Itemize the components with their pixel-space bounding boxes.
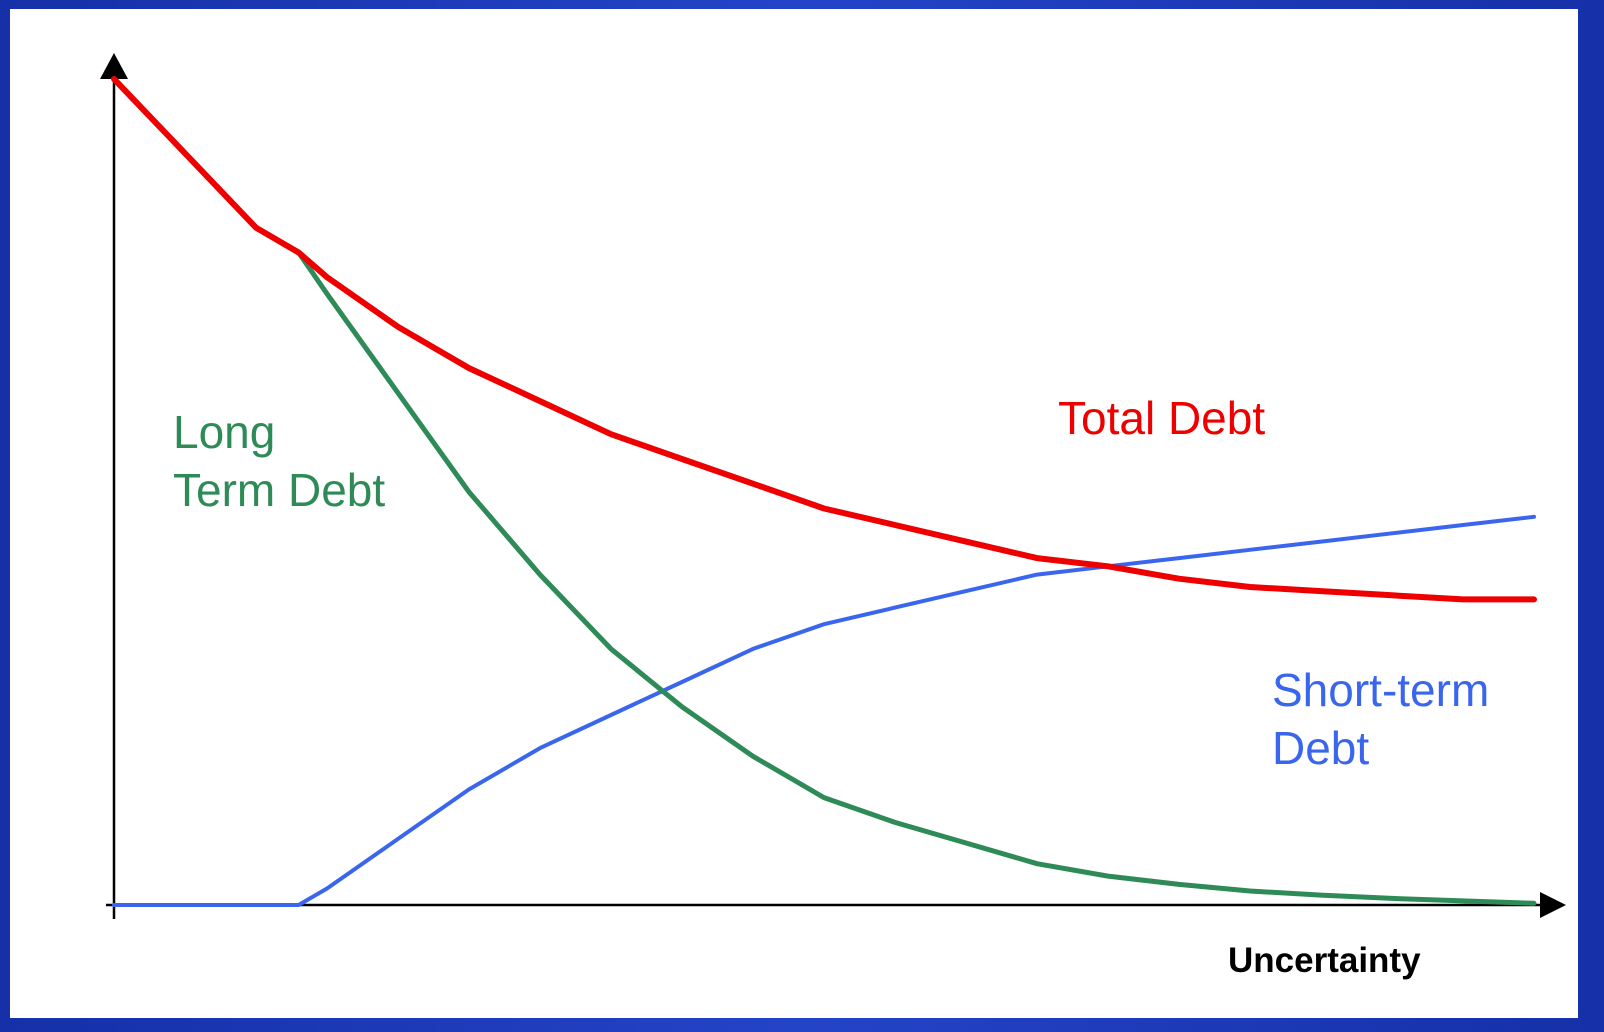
series-lines xyxy=(111,76,1537,907)
long-term-debt-label-line-2: Term Debt xyxy=(173,464,386,516)
y-axis-arrowhead xyxy=(100,53,128,79)
total-debt-label: Total Debt xyxy=(1058,389,1265,447)
short-term-debt-label-line-2: Debt xyxy=(1272,722,1370,774)
chart-canvas: Long Term Debt Total Debt Short-term Deb… xyxy=(10,9,1578,1018)
x-axis-title: Uncertainty xyxy=(1228,941,1421,980)
long-term-debt-label-line-1: Long xyxy=(173,406,276,458)
x-axis-arrowhead xyxy=(1540,892,1566,918)
long-term-debt-label: Long Term Debt xyxy=(173,403,385,519)
short-term-debt-label-line-1: Short-term xyxy=(1272,664,1490,716)
short-term-debt-line xyxy=(112,514,1536,907)
total-debt-label-line-1: Total Debt xyxy=(1058,392,1266,444)
line-chart xyxy=(100,53,1566,919)
long-term-debt-line xyxy=(111,76,1537,906)
total-debt-line xyxy=(111,76,1537,603)
axes xyxy=(100,53,1566,919)
short-term-debt-label: Short-term Debt xyxy=(1272,661,1489,777)
